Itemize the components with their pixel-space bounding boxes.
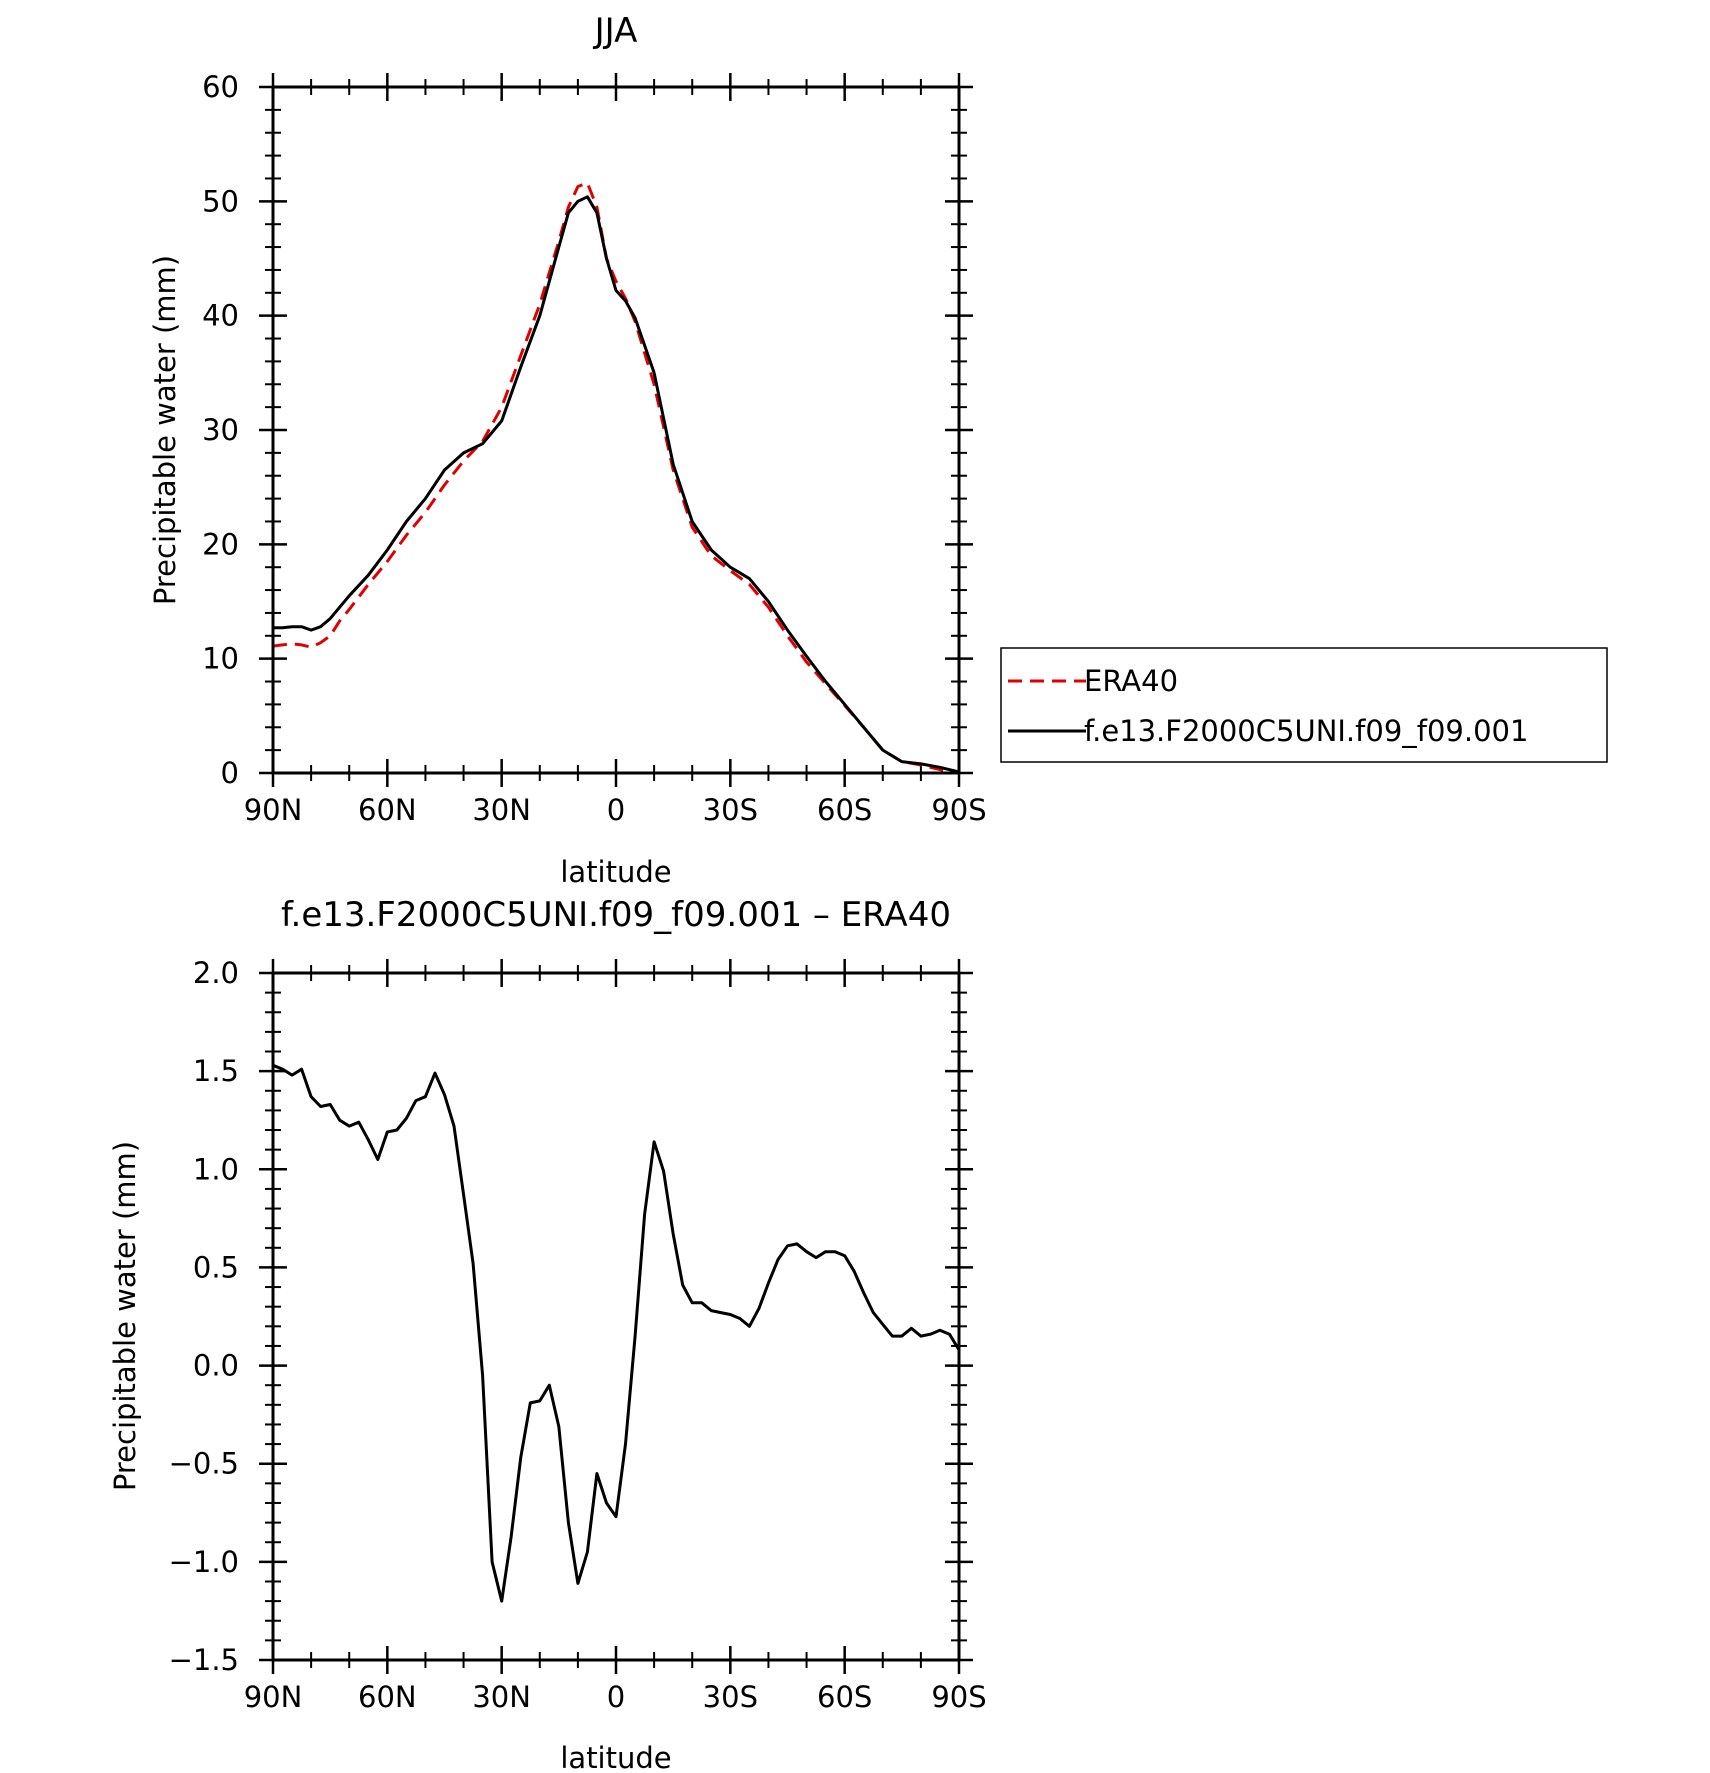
bottom-x-tick-label: 30S [703,1680,758,1714]
top-series-line-1 [273,195,960,774]
top-x-tick-label: 90N [244,793,303,827]
bottom-x-tick-label: 60S [817,1680,872,1714]
top-tick-labels: 90N 60N 30N 0 30S 60S 90S 0 10 20 30 40 50 60 [202,70,987,827]
top-y-tick-label: 30 [202,413,239,447]
bottom-x-tick-label: 60N [358,1680,417,1714]
top-x-tick-label: 60S [817,793,872,827]
bottom-y-tick-label: 1.0 [193,1152,239,1186]
bottom-y-tick-label: 2.0 [193,956,239,990]
legend-label-era40: ERA40 [1084,664,1178,698]
bottom-x-axis-label: latitude [560,1741,671,1773]
top-axis-ticks [259,73,973,787]
top-series-line-0 [272,181,960,775]
top-panel: JJA 90N 60N 30N 0 30S 60S 90S 0 10 20 30 40 50 60 lat… [148,11,1608,889]
bottom-y-tick-label: −0.5 [169,1447,239,1481]
top-y-tick-label: 10 [202,642,239,676]
top-x-axis-label: latitude [560,855,671,889]
bottom-chart-title: f.e13.F2000C5UNI.f09_f09.001 – ERA40 [281,895,951,935]
top-plot-frame [271,85,961,775]
top-x-tick-label: 30N [472,793,531,827]
top-y-axis-label: Precipitable water (mm) [148,255,182,605]
legend-label-model: f.e13.F2000C5UNI.f09_f09.001 [1084,714,1528,748]
bottom-y-tick-label: −1.5 [169,1643,239,1677]
top-y-tick-label: 0 [221,756,239,790]
top-y-tick-label: 60 [202,70,239,104]
top-x-tick-label: 30S [703,793,758,827]
bottom-y-tick-label: 1.5 [193,1054,239,1088]
bottom-panel: f.e13.F2000C5UNI.f09_f09.001 – ERA40 90N… [108,895,987,1773]
bottom-tick-labels: 90N 60N 30N 0 30S 60S 90S −1.5 −1.0 −0.5 0.0 0.5 1.0… [169,956,987,1714]
top-x-tick-label: 90S [931,793,986,827]
bottom-y-tick-label: 0.0 [193,1349,239,1383]
top-y-tick-label: 50 [202,184,239,218]
bottom-y-tick-label: 0.5 [193,1250,239,1284]
bottom-x-tick-label: 90N [244,1680,303,1714]
bottom-plot-frame [271,971,961,1662]
bottom-axis-ticks [259,959,973,1674]
bottom-series-line-0 [272,1063,961,1603]
bottom-x-tick-label: 0 [607,1680,625,1714]
legend: ERA40 f.e13.F2000C5UNI.f09_f09.001 [1000,647,1608,763]
top-chart-title: JJA [593,11,638,51]
top-x-tick-label: 60N [358,793,417,827]
bottom-y-tick-label: −1.0 [169,1545,239,1579]
bottom-x-tick-label: 90S [931,1680,986,1714]
top-y-tick-label: 20 [202,527,239,561]
legend-box [1000,647,1608,763]
bottom-series-lines [272,1063,961,1603]
bottom-x-tick-label: 30N [472,1680,531,1714]
top-series-lines [272,181,960,775]
top-y-tick-label: 40 [202,299,239,333]
top-x-tick-label: 0 [607,793,625,827]
bottom-y-axis-label: Precipitable water (mm) [108,1141,142,1491]
